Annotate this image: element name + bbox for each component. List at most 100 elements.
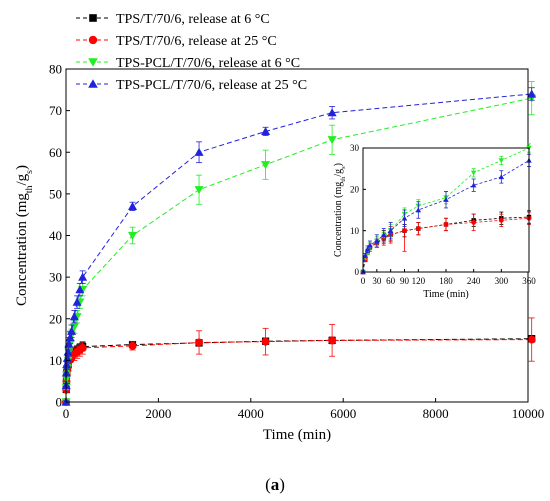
x-tick-label: 2000 <box>145 406 171 421</box>
data-point <box>72 297 82 306</box>
legend-marker <box>88 79 98 88</box>
x-tick-label: 0 <box>361 276 366 286</box>
y-tick-label: 20 <box>49 311 62 326</box>
ylabel-part: Concentration (mg <box>333 182 344 257</box>
data-point <box>364 246 371 252</box>
legend-marker <box>89 14 97 22</box>
inset-plot: 0 30 60 90 120 180 240 300 360 0 10 20 30 Time (min) C… <box>333 143 536 300</box>
data-point <box>128 201 138 210</box>
data-point <box>128 231 138 240</box>
data-point <box>415 226 421 232</box>
y-tick-label: 30 <box>49 270 62 285</box>
x-axis-label: Time (min) <box>423 289 468 300</box>
data-point <box>498 158 505 164</box>
data-point <box>471 219 477 225</box>
y-tick-label: 0 <box>56 395 63 410</box>
data-point <box>527 335 536 344</box>
y-axis-label: Concentration (mgth/gs) <box>333 163 347 257</box>
x-axis-label: Time (min) <box>263 427 331 443</box>
data-point <box>498 217 504 223</box>
ylabel-part: ) <box>333 163 344 166</box>
data-point <box>498 174 505 180</box>
data-point <box>194 147 204 156</box>
series-line <box>65 339 532 403</box>
caption-paren: ( <box>265 475 271 494</box>
ylabel-part: th <box>24 185 35 193</box>
data-point <box>374 238 380 244</box>
x-tick-label: 300 <box>495 276 509 286</box>
y-axis-label: Concentration (mgth/gs) <box>14 165 35 306</box>
data-point <box>443 222 449 227</box>
data-point <box>65 332 75 342</box>
data-point <box>401 215 408 221</box>
legend-label: TPS-PCL/T/70/6, release at 25 °C <box>116 78 307 93</box>
data-point <box>69 323 79 332</box>
main-plot: 0 2000 4000 6000 8000 1000001020304050607080T… <box>14 62 544 443</box>
ylabel-part: /g <box>333 169 344 177</box>
data-point <box>75 285 85 294</box>
caption-letter: a <box>271 475 280 494</box>
data-point <box>261 126 271 136</box>
data-point <box>328 336 337 345</box>
ylabel-part: ) <box>14 165 30 170</box>
data-point <box>195 338 204 347</box>
data-point <box>194 186 204 195</box>
ylabel-part: s <box>24 170 35 174</box>
data-point <box>402 228 407 234</box>
y-tick-label: 50 <box>49 186 62 201</box>
x-tick-label: 10000 <box>512 406 545 421</box>
legend-marker <box>88 58 98 67</box>
legend: TPS/T/70/6, release at 6 °C TPS/T/70/6, r… <box>76 12 307 93</box>
x-tick-label: 0 <box>63 406 70 421</box>
data-point <box>367 242 373 248</box>
y-tick-label: 80 <box>49 62 62 77</box>
y-tick-label: 70 <box>49 103 62 118</box>
data-point <box>261 337 270 346</box>
data-point <box>327 136 337 145</box>
data-point <box>128 341 137 350</box>
data-point <box>527 89 537 98</box>
x-tick-label: 8000 <box>423 406 449 421</box>
data-point <box>261 161 271 170</box>
ylabel-part: /g <box>14 173 30 185</box>
plot-area <box>363 148 529 272</box>
data-point <box>470 170 477 176</box>
data-point <box>443 196 449 202</box>
y-tick-label: 30 <box>350 143 360 153</box>
figure-label: (a) <box>265 475 285 494</box>
data-point <box>69 312 79 321</box>
x-tick-label: 4000 <box>238 406 264 421</box>
data-point <box>62 353 72 362</box>
data-point <box>327 108 337 117</box>
y-tick-label: 20 <box>350 184 360 194</box>
series-line <box>65 338 532 403</box>
ylabel-part: Concentration (mg <box>14 193 30 306</box>
ylabel-part: s <box>340 166 347 169</box>
y-tick-label: 10 <box>350 226 360 236</box>
caption-paren: ) <box>279 475 285 494</box>
data-point <box>64 339 74 348</box>
x-tick-label: 240 <box>467 276 481 286</box>
data-point <box>62 360 72 369</box>
y-tick-label: 0 <box>355 267 360 277</box>
legend-label: TPS/T/70/6, release at 25 °C <box>116 34 277 49</box>
data-point <box>387 227 394 233</box>
y-tick-label: 40 <box>49 228 62 243</box>
data-point <box>415 207 422 213</box>
y-tick-label: 10 <box>49 353 62 368</box>
data-point <box>78 343 87 352</box>
data-point <box>78 272 88 281</box>
ylabel-part: th <box>340 176 347 182</box>
x-tick-label: 360 <box>522 276 536 286</box>
x-tick-label: 30 <box>372 276 382 286</box>
legend-marker <box>88 35 98 45</box>
x-tick-label: 6000 <box>330 406 356 421</box>
x-tick-label: 90 <box>400 276 410 286</box>
data-point <box>470 182 477 188</box>
x-tick-label: 60 <box>386 276 396 286</box>
legend-label: TPS-PCL/T/70/6, release at 6 °C <box>116 56 300 71</box>
y-tick-label: 60 <box>49 145 62 160</box>
data-point <box>67 326 77 335</box>
x-tick-label: 180 <box>439 276 453 286</box>
legend-label: TPS/T/70/6, release at 6 °C <box>116 12 270 27</box>
